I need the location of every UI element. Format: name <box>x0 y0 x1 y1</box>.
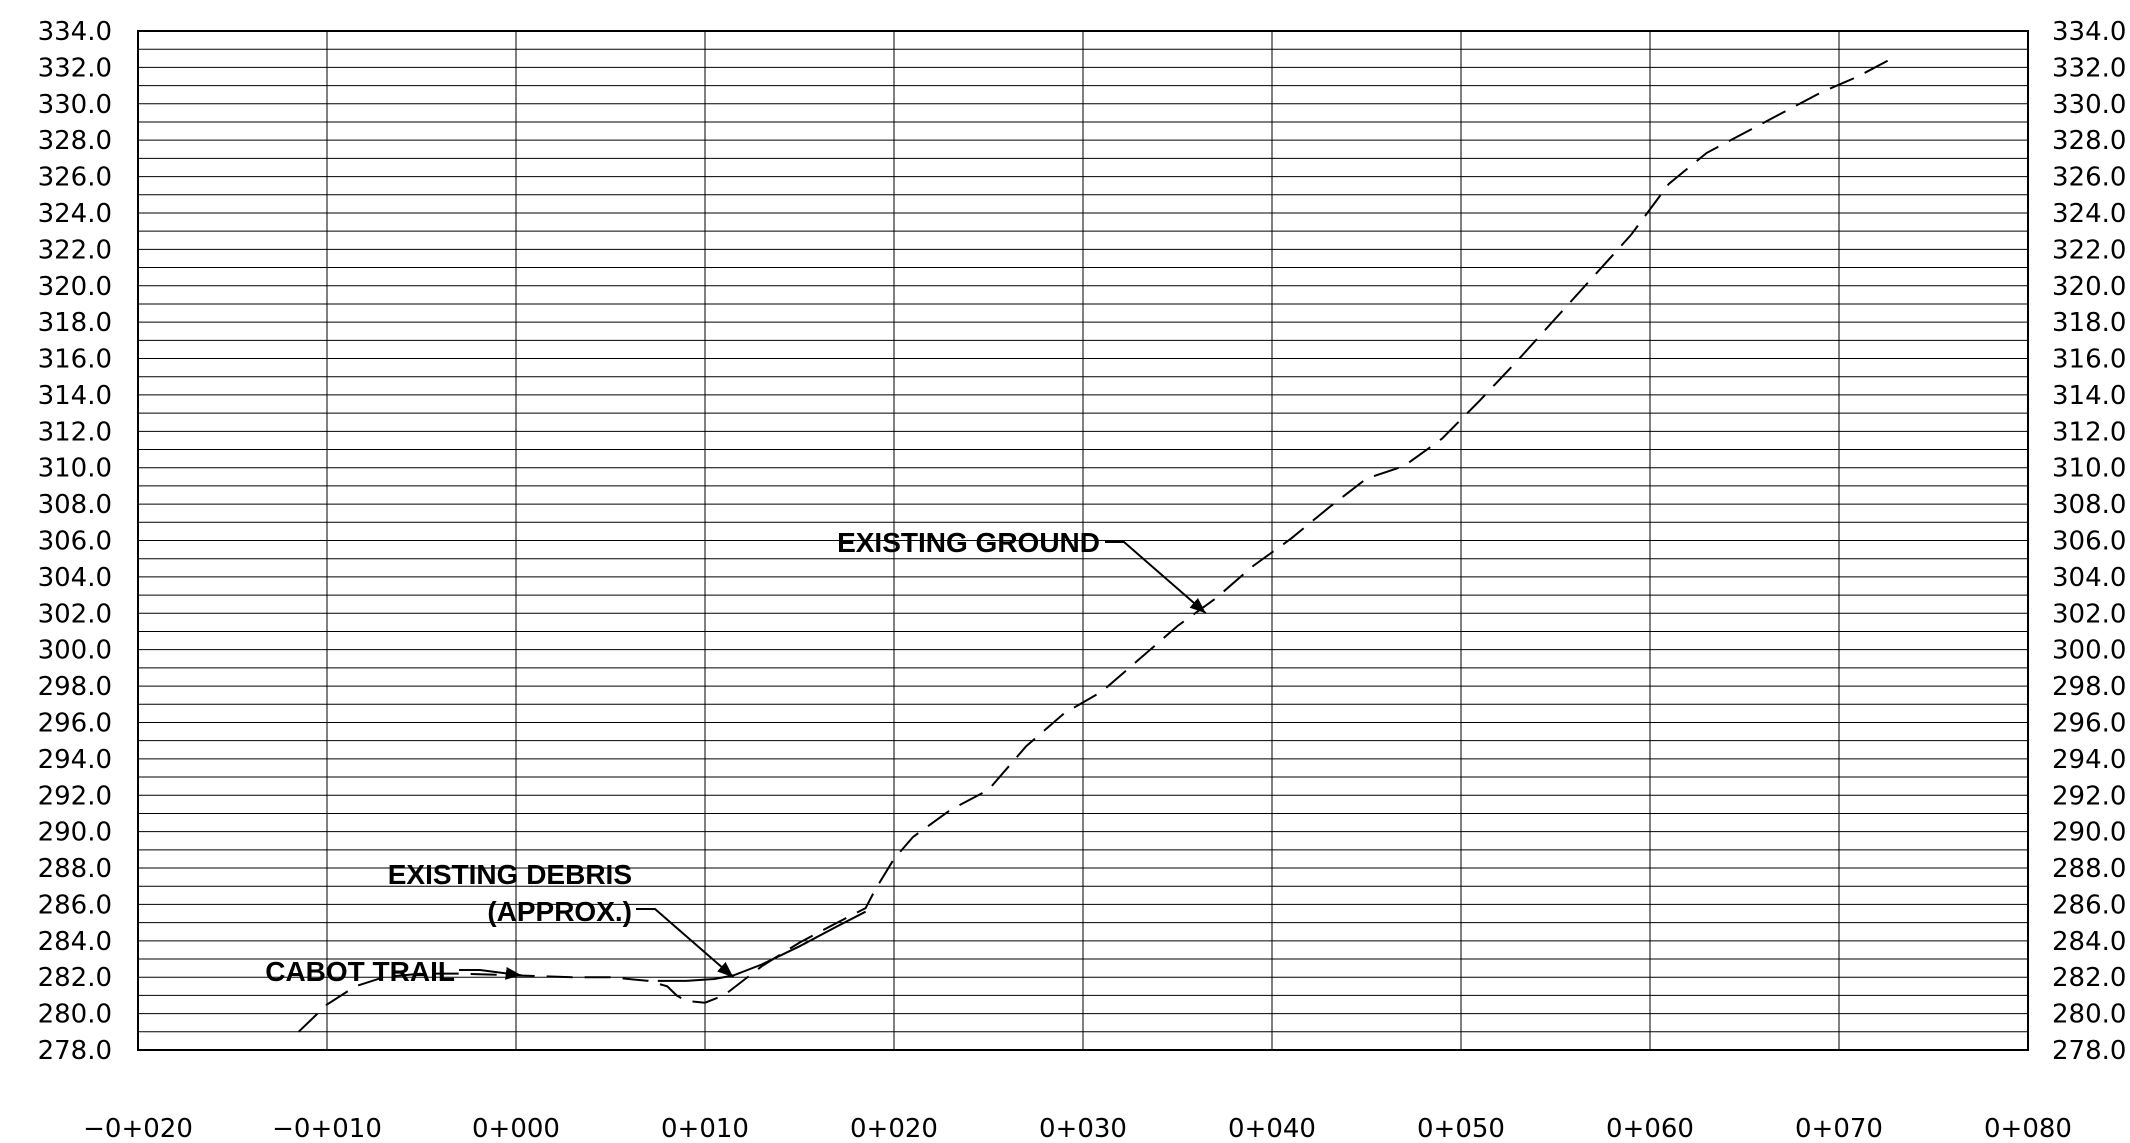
x-tick-label: 0+040 <box>1228 1114 1316 1143</box>
x-axis-labels: −0+020 −0+010 0+000 0+010 0+020 0+030 0+040 0+0… <box>83 1114 2072 1143</box>
y-axis-right-labels: 278.0 280.0 282.0 284.0 286.0 288.0 290.0 292.0… <box>2052 17 2126 1066</box>
series <box>297 55 1897 1033</box>
x-tick-label: 0+080 <box>1984 1114 2072 1143</box>
y-tick-label-right: 292.0 <box>2052 781 2126 811</box>
x-tick-label: 0+050 <box>1417 1114 1505 1143</box>
y-tick-label-left: 320.0 <box>38 272 112 302</box>
y-tick-label-right: 326.0 <box>2052 163 2126 193</box>
y-tick-label-left: 326.0 <box>38 163 112 193</box>
y-tick-label-left: 278.0 <box>38 1036 112 1066</box>
annotation-cabot-trail: CABOT TRAIL <box>265 956 455 987</box>
y-tick-label-right: 280.0 <box>2052 1000 2126 1030</box>
y-tick-label-right: 312.0 <box>2052 417 2126 447</box>
series-line-dashed <box>297 55 1897 1033</box>
y-tick-label-left: 324.0 <box>38 199 112 229</box>
y-tick-label-right: 308.0 <box>2052 490 2126 520</box>
y-tick-label-left: 322.0 <box>38 235 112 265</box>
annotations: EXISTING GROUND EXISTING DEBRIS (APPROX.… <box>265 527 1207 987</box>
y-tick-label-right: 330.0 <box>2052 90 2126 120</box>
y-tick-label-right: 304.0 <box>2052 563 2126 593</box>
y-tick-label-right: 298.0 <box>2052 672 2126 702</box>
y-tick-label-left: 302.0 <box>38 599 112 629</box>
y-tick-label-left: 310.0 <box>38 454 112 484</box>
y-tick-label-right: 316.0 <box>2052 345 2126 375</box>
y-tick-label-left: 300.0 <box>38 636 112 666</box>
y-tick-label-left: 292.0 <box>38 781 112 811</box>
leader-existing-debris <box>636 908 735 978</box>
y-tick-label-left: 312.0 <box>38 417 112 447</box>
y-tick-label-right: 322.0 <box>2052 235 2126 265</box>
x-tick-label: −0+010 <box>272 1114 382 1143</box>
y-tick-label-left: 318.0 <box>38 308 112 338</box>
y-tick-label-left: 282.0 <box>38 963 112 993</box>
y-tick-label-left: 304.0 <box>38 563 112 593</box>
y-tick-label-left: 308.0 <box>38 490 112 520</box>
y-tick-label-left: 286.0 <box>38 890 112 920</box>
y-tick-label-right: 324.0 <box>2052 199 2126 229</box>
y-tick-label-right: 278.0 <box>2052 1036 2126 1066</box>
y-tick-label-right: 286.0 <box>2052 890 2126 920</box>
y-tick-label-right: 302.0 <box>2052 599 2126 629</box>
y-tick-label-right: 306.0 <box>2052 527 2126 557</box>
grid <box>137 30 2029 1051</box>
y-tick-label-right: 310.0 <box>2052 454 2126 484</box>
y-tick-label-right: 332.0 <box>2052 53 2126 83</box>
y-tick-label-left: 298.0 <box>38 672 112 702</box>
y-tick-label-left: 328.0 <box>38 126 112 156</box>
y-tick-label-right: 288.0 <box>2052 854 2126 884</box>
plot-frame <box>137 30 2029 1051</box>
y-tick-label-right: 314.0 <box>2052 381 2126 411</box>
y-tick-label-left: 334.0 <box>38 17 112 47</box>
y-tick-label-left: 296.0 <box>38 708 112 738</box>
annotation-approx: (APPROX.) <box>487 896 632 927</box>
y-tick-label-left: 280.0 <box>38 1000 112 1030</box>
y-tick-label-left: 284.0 <box>38 927 112 957</box>
y-tick-label-right: 318.0 <box>2052 308 2126 338</box>
y-tick-label-left: 290.0 <box>38 818 112 848</box>
y-tick-label-right: 300.0 <box>2052 636 2126 666</box>
y-tick-label-right: 334.0 <box>2052 17 2126 47</box>
x-tick-label: −0+020 <box>83 1114 193 1143</box>
x-tick-label: 0+060 <box>1606 1114 1694 1143</box>
y-tick-label-right: 282.0 <box>2052 963 2126 993</box>
y-tick-label-left: 316.0 <box>38 345 112 375</box>
y-tick-label-right: 284.0 <box>2052 927 2126 957</box>
annotation-existing-ground: EXISTING GROUND <box>837 527 1100 558</box>
y-tick-label-left: 332.0 <box>38 53 112 83</box>
y-axis-left-labels: 278.0 280.0 282.0 284.0 286.0 288.0 290.0 292.0… <box>38 17 112 1066</box>
annotation-existing-debris: EXISTING DEBRIS <box>388 859 632 890</box>
x-tick-label: 0+010 <box>661 1114 749 1143</box>
x-tick-label: 0+020 <box>850 1114 938 1143</box>
y-tick-label-right: 320.0 <box>2052 272 2126 302</box>
y-tick-label-right: 294.0 <box>2052 745 2126 775</box>
y-tick-label-right: 290.0 <box>2052 818 2126 848</box>
series-line-solid <box>657 910 867 982</box>
y-tick-label-left: 294.0 <box>38 745 112 775</box>
x-tick-label: 0+030 <box>1039 1114 1127 1143</box>
y-tick-label-left: 288.0 <box>38 854 112 884</box>
y-tick-label-left: 314.0 <box>38 381 112 411</box>
y-tick-label-left: 306.0 <box>38 527 112 557</box>
leader-existing-ground <box>1105 541 1207 615</box>
x-tick-label: 0+070 <box>1795 1114 1883 1143</box>
x-tick-label: 0+000 <box>472 1114 560 1143</box>
y-tick-label-right: 296.0 <box>2052 708 2126 738</box>
y-tick-label-left: 330.0 <box>38 90 112 120</box>
y-tick-label-right: 328.0 <box>2052 126 2126 156</box>
leader-cabot-trail <box>459 966 522 980</box>
